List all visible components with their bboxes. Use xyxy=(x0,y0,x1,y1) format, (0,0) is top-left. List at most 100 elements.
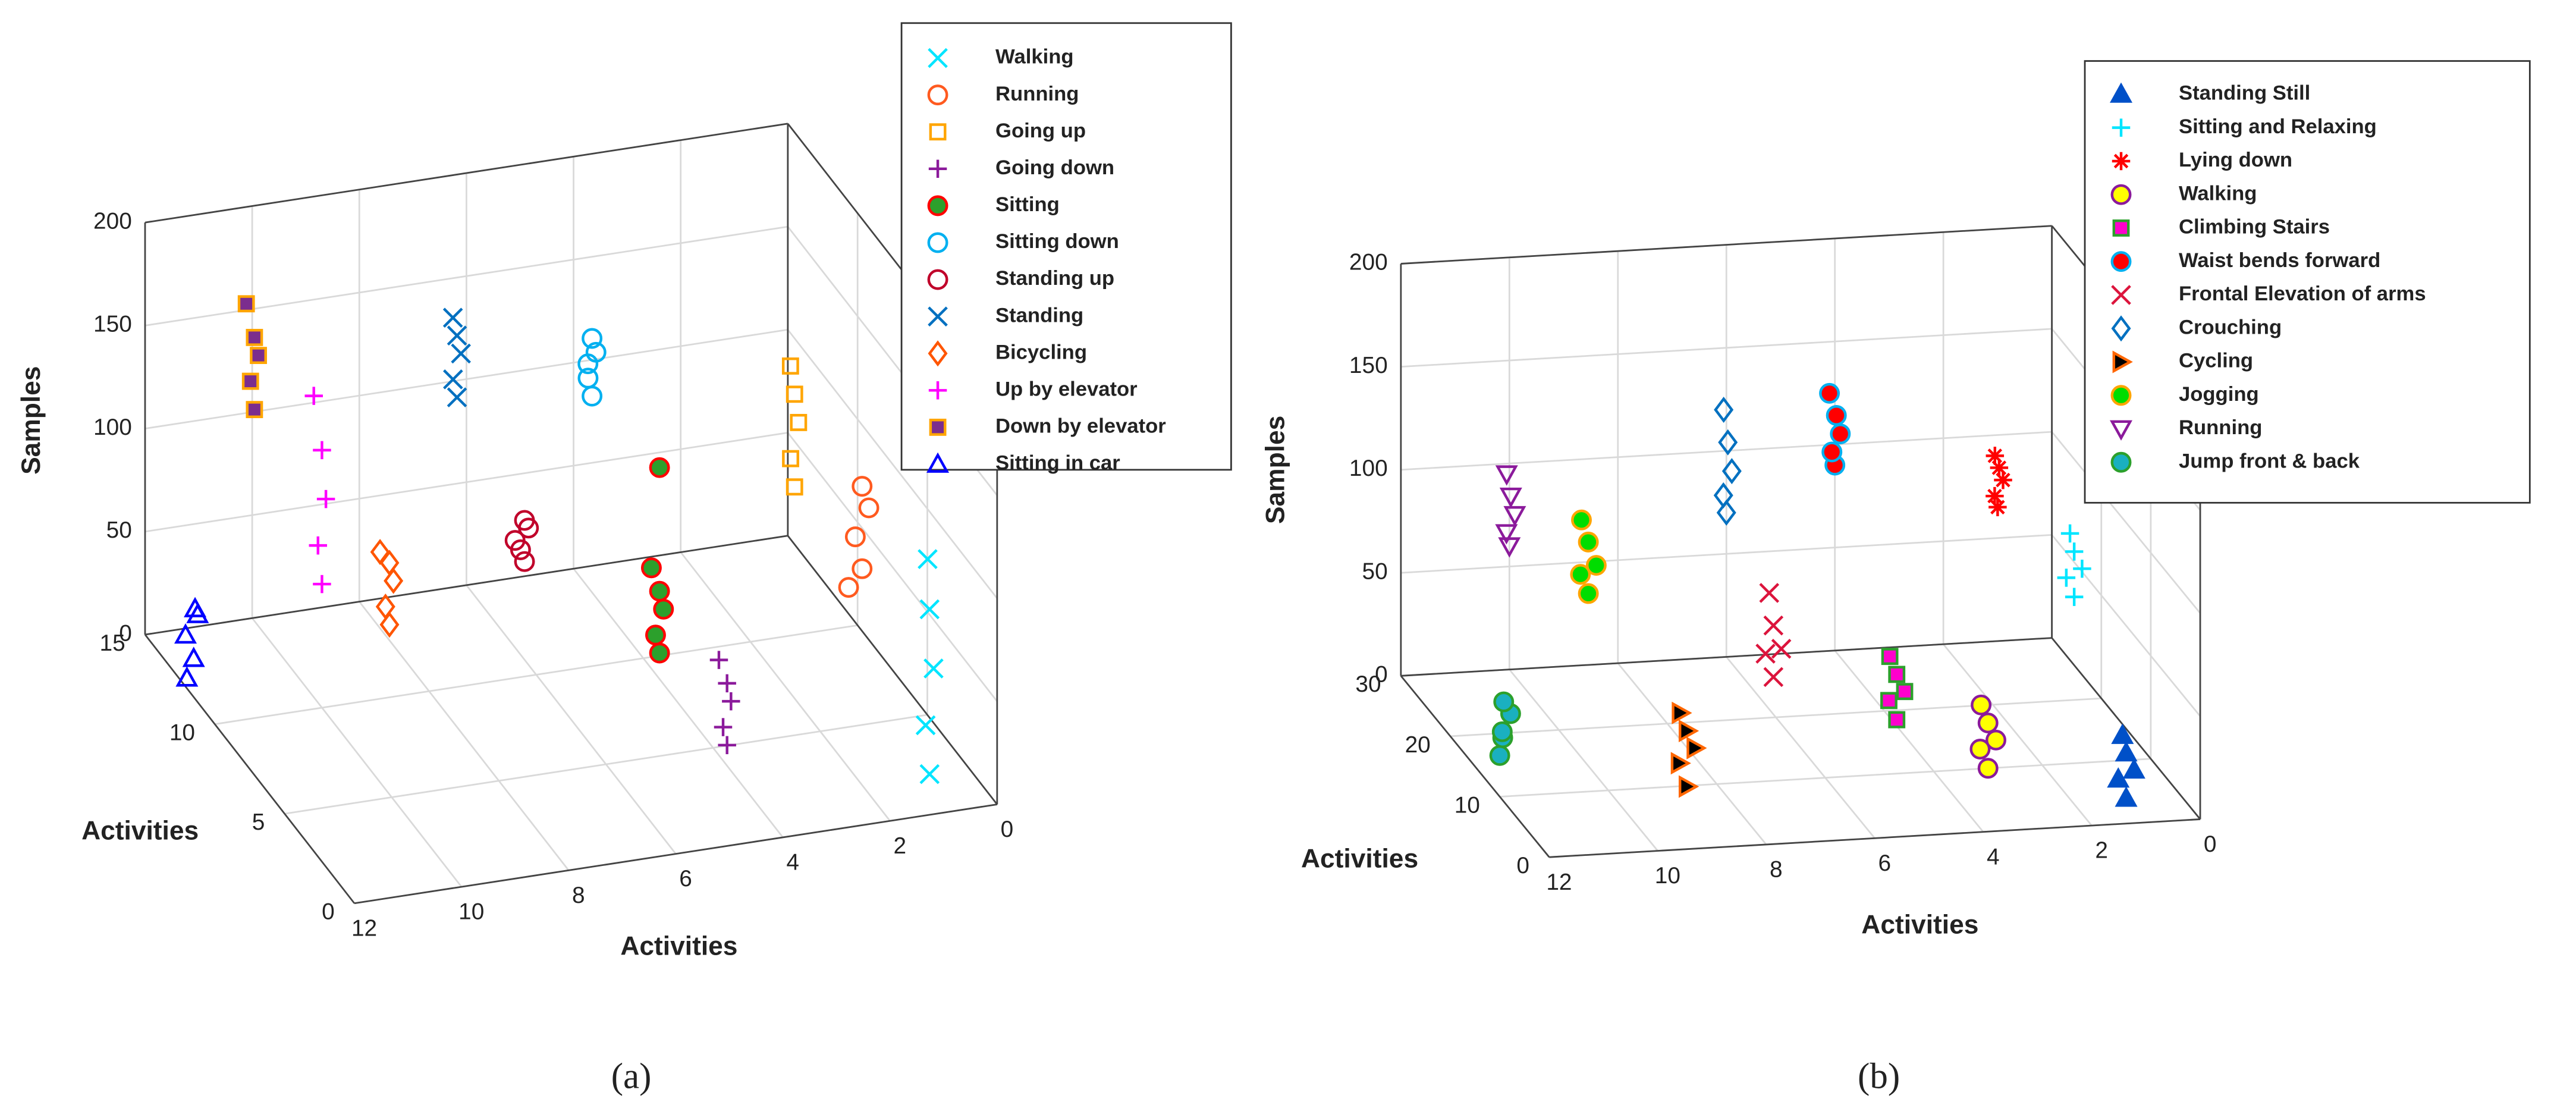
point xyxy=(1714,396,1734,423)
x-tick-label: 2 xyxy=(894,833,907,859)
point xyxy=(2107,767,2130,788)
legend-marker xyxy=(2112,118,2131,137)
x-tick-label: 8 xyxy=(572,883,585,908)
legend-label: Waist bends forward xyxy=(2179,249,2380,272)
point xyxy=(1977,713,1999,734)
point xyxy=(915,715,936,736)
legend-marker xyxy=(929,418,947,436)
grid-line xyxy=(1400,533,2052,574)
point xyxy=(174,623,197,644)
point xyxy=(1499,487,1522,509)
legend-marker xyxy=(928,48,948,68)
point xyxy=(375,594,395,620)
x-tick-label: 0 xyxy=(2204,831,2217,857)
point xyxy=(2111,723,2134,744)
point xyxy=(1771,639,1792,659)
grid-line xyxy=(2051,534,2201,717)
grid-line xyxy=(284,714,928,815)
legend-label: Going up xyxy=(995,120,1086,142)
y-tick-label: 10 xyxy=(1455,792,1480,818)
legend-label: Sitting xyxy=(995,193,1060,216)
point xyxy=(447,387,467,407)
legend-label: Sitting down xyxy=(995,230,1119,253)
point xyxy=(1585,555,1607,576)
point xyxy=(313,441,331,460)
point xyxy=(1826,405,1847,426)
axis-edge xyxy=(787,535,998,805)
legend-marker xyxy=(928,340,948,367)
point xyxy=(1672,701,1692,724)
point xyxy=(246,328,263,346)
grid-line xyxy=(2051,431,2201,614)
legend-label: Bicycling xyxy=(995,341,1087,363)
x-axis-label: Activities xyxy=(620,931,737,961)
point xyxy=(919,599,940,620)
point xyxy=(443,369,463,390)
point xyxy=(447,325,467,346)
x-axis-label: Activities xyxy=(1861,910,1978,939)
point xyxy=(2065,542,2084,561)
point xyxy=(384,567,404,594)
grid-line xyxy=(573,568,784,838)
point xyxy=(1495,524,1518,545)
z-tick-label: 50 xyxy=(1362,558,1388,584)
grid-line xyxy=(1509,669,1658,852)
legend-box xyxy=(2084,60,2531,504)
point xyxy=(844,526,866,548)
legend-label: Cycling xyxy=(2179,350,2253,372)
point xyxy=(2057,569,2076,587)
point xyxy=(1986,447,2005,465)
point xyxy=(2065,588,2084,606)
point xyxy=(241,372,259,390)
z-tick-label: 150 xyxy=(1349,353,1388,378)
point xyxy=(304,387,323,405)
chart-panel: 0246810120102030050100150200ActivitiesAc… xyxy=(1261,60,2531,1096)
x-tick-label: 6 xyxy=(679,866,692,892)
grid-line xyxy=(1943,644,2093,826)
z-tick-label: 100 xyxy=(93,415,132,440)
legend-marker xyxy=(2111,285,2131,305)
point xyxy=(1716,499,1736,526)
point xyxy=(649,457,670,478)
z-tick-label: 0 xyxy=(1375,662,1388,688)
point xyxy=(718,674,736,693)
point xyxy=(714,718,733,736)
point xyxy=(1969,739,1991,760)
legend-label: Running xyxy=(995,83,1079,105)
panel-label: (b) xyxy=(1858,1056,1900,1096)
z-tick-label: 0 xyxy=(119,620,132,646)
point xyxy=(504,530,526,551)
point xyxy=(1721,458,1742,485)
z-tick-label: 50 xyxy=(106,517,132,543)
point xyxy=(1994,470,2012,489)
x-tick-label: 0 xyxy=(1001,817,1014,842)
axis-edge xyxy=(1400,637,2052,677)
legend-label: Standing up xyxy=(995,267,1114,290)
grid-line xyxy=(787,432,998,702)
legend: Walking Running Going up Going down Sitting S… xyxy=(900,22,1232,475)
point xyxy=(1986,729,2006,751)
chart-panel: 024681012051015050100150200ActivitiesAct… xyxy=(17,22,1232,1096)
y-tick-label: 30 xyxy=(1355,671,1381,697)
y-tick-label: 10 xyxy=(169,720,195,745)
legend-label: Lying down xyxy=(2179,149,2292,171)
axis-edge xyxy=(1400,675,1550,858)
grid-line xyxy=(359,601,570,871)
legend-label: Walking xyxy=(995,46,1073,68)
point xyxy=(852,476,873,497)
point xyxy=(1755,644,1776,664)
point xyxy=(1881,648,1899,666)
y-tick-label: 0 xyxy=(1516,853,1529,878)
point xyxy=(237,295,255,313)
point xyxy=(1986,487,2004,506)
y-tick-label: 0 xyxy=(322,899,335,925)
point xyxy=(781,357,799,375)
point xyxy=(250,347,267,365)
point xyxy=(1489,745,1510,766)
point xyxy=(919,764,940,784)
x-tick-label: 12 xyxy=(1546,870,1572,895)
grid-line xyxy=(1400,328,2052,368)
point xyxy=(1718,429,1738,456)
x-tick-label: 10 xyxy=(458,899,484,925)
